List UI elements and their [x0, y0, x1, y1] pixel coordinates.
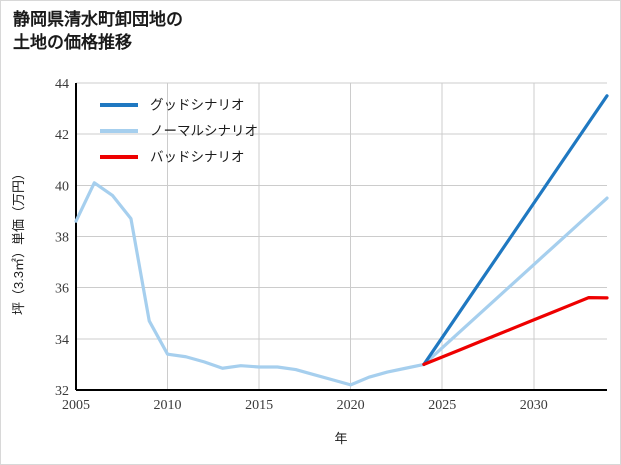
series-line-2: [422, 296, 609, 367]
x-tick-2030: 2030: [520, 398, 548, 413]
x-axis-label: 年: [334, 431, 347, 446]
y-tick-44: 44: [55, 77, 69, 92]
x-axis-tick-labels: 2005 2010 2015 2020 2025 2030: [62, 398, 548, 413]
y-tick-34: 34: [55, 333, 69, 348]
y-tick-38: 38: [55, 231, 69, 246]
axis-lines: [74, 83, 607, 392]
legend-label-0: グッドシナリオ: [150, 98, 245, 113]
y-tick-32: 32: [55, 384, 69, 399]
legend-label-2: バッドシナリオ: [150, 150, 245, 165]
grid-lines: [76, 82, 607, 391]
y-tick-42: 42: [55, 128, 69, 143]
chart-title: 静岡県清水町卸団地の 土地の価格推移: [13, 10, 183, 52]
y-axis-label: 坪（3.3㎡）単価（万円）: [11, 167, 26, 315]
legend-label-1: ノーマルシナリオ: [150, 124, 258, 139]
x-tick-2015: 2015: [245, 398, 273, 413]
x-tick-2020: 2020: [337, 398, 365, 413]
series-line-1: [74, 181, 609, 387]
y-tick-40: 40: [55, 179, 69, 194]
x-tick-2010: 2010: [154, 398, 182, 413]
series-line-0: [422, 94, 609, 367]
series-lines: [74, 94, 609, 387]
y-axis-tick-labels: 32 34 36 38 40 42 44: [55, 77, 69, 399]
x-tick-2025: 2025: [428, 398, 456, 413]
y-tick-36: 36: [55, 282, 69, 297]
x-tick-2005: 2005: [62, 398, 90, 413]
